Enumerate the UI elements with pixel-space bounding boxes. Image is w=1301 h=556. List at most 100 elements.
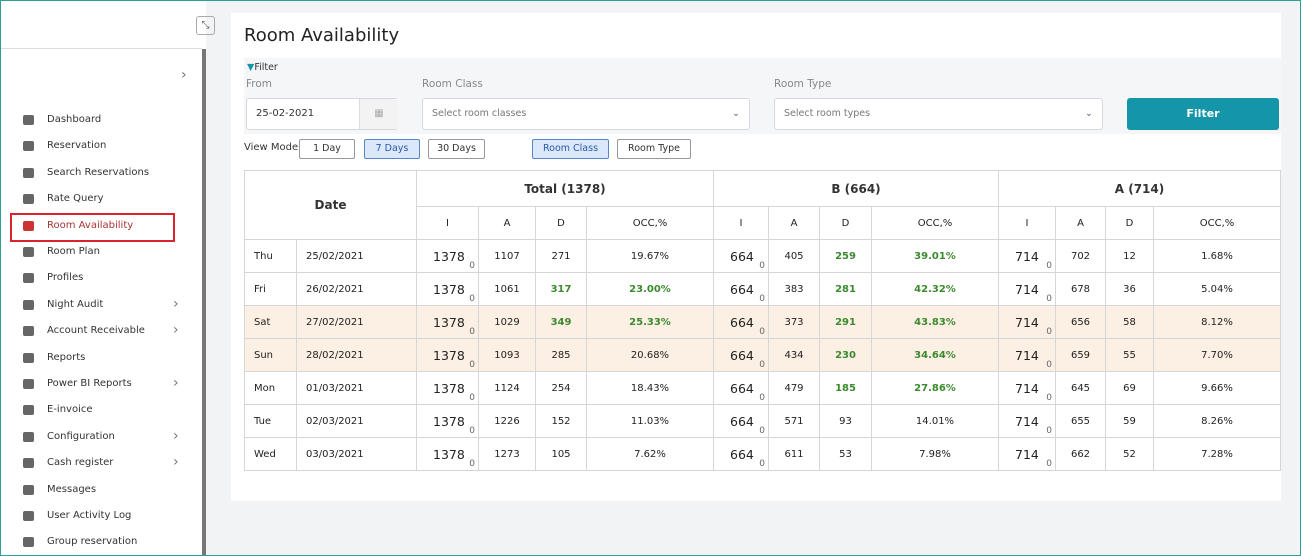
inventory-cell: 714 0 (998, 338, 1056, 372)
occupancy-cell: 19.67% (586, 239, 714, 273)
inventory-sub: 0 (1046, 294, 1052, 304)
occupied-cell: 58 (1105, 305, 1154, 339)
inventory-cell: 664 0 (713, 437, 769, 471)
menu-label: Night Audit (47, 298, 104, 310)
day-cell: Wed (244, 437, 297, 471)
filter-button[interactable]: Filter (1127, 98, 1279, 130)
menu-item[interactable]: Cash register › (23, 453, 183, 473)
room-class-select[interactable]: Select room classes ⌄ (422, 98, 750, 130)
occupancy-cell: 25.33% (586, 305, 714, 339)
menu-item[interactable]: Messages (23, 480, 183, 500)
inventory-value: 664 (730, 315, 754, 330)
available-cell: 645 (1055, 371, 1106, 405)
menu-item[interactable]: User Activity Log (23, 506, 183, 526)
menu-item[interactable]: E-invoice (23, 400, 183, 420)
view-mode-button[interactable]: 30 Days (428, 139, 485, 159)
column-header: I (713, 206, 769, 240)
room-type-select[interactable]: Select room types ⌄ (774, 98, 1103, 130)
group-header: A (714) (998, 170, 1281, 207)
inventory-cell: 664 0 (713, 338, 769, 372)
inventory-cell: 664 0 (713, 371, 769, 405)
expand-chevron[interactable]: › (181, 67, 187, 83)
view-mode-button[interactable]: 1 Day (299, 139, 355, 159)
menu-label: User Activity Log (47, 510, 132, 521)
menu-item[interactable]: Reservation (23, 136, 183, 156)
menu-icon (23, 299, 34, 310)
collapse-button[interactable]: ⤡ (196, 16, 215, 35)
inventory-sub: 0 (1046, 261, 1052, 271)
view-mode-button[interactable]: 7 Days (364, 139, 420, 159)
occupied-cell: 36 (1105, 272, 1154, 306)
menu-item[interactable]: Profiles (23, 268, 183, 288)
date-input[interactable]: 25-02-2021 ▦ (246, 98, 398, 130)
menu-item[interactable]: Dashboard (23, 110, 183, 130)
inventory-value: 714 (1015, 348, 1039, 363)
available-cell: 1226 (478, 404, 536, 438)
inventory-value: 664 (730, 249, 754, 264)
occupancy-cell: 34.64% (871, 338, 999, 372)
available-cell: 383 (768, 272, 820, 306)
group-header: Total (1378) (416, 170, 714, 207)
available-cell: 659 (1055, 338, 1106, 372)
menu-icon (23, 273, 34, 284)
menu-item[interactable]: Room Plan (23, 242, 183, 262)
menu-item[interactable]: Rate Query (23, 189, 183, 209)
inventory-cell: 714 0 (998, 272, 1056, 306)
column-header: A (1055, 206, 1106, 240)
inventory-sub: 0 (1046, 360, 1052, 370)
menu-icon (23, 141, 34, 152)
occupied-cell: 259 (819, 239, 872, 273)
inventory-sub: 0 (469, 360, 475, 370)
day-cell: Mon (244, 371, 297, 405)
occupancy-cell: 8.26% (1153, 404, 1281, 438)
menu-item[interactable]: Configuration › (23, 427, 183, 447)
scrollbar[interactable] (202, 49, 206, 555)
menu-label: Power BI Reports (47, 378, 132, 389)
menu-item[interactable]: Room Availability (23, 216, 183, 236)
filter-box: ▼Filter From Room Class Room Type (244, 58, 1281, 134)
inventory-sub: 0 (469, 426, 475, 436)
content-panel: Room Availability ▼Filter From Room Clas… (231, 13, 1281, 501)
inventory-cell: 714 0 (998, 305, 1056, 339)
highlight-box (10, 213, 175, 242)
submenu-chevron: › (173, 427, 179, 444)
inventory-sub: 0 (759, 393, 765, 403)
submenu-chevron: › (173, 375, 179, 391)
table-row: Tue 02/03/2021 1378 0 1226 152 11.03% 664 0 571 93… (244, 404, 1281, 438)
grouping-button[interactable]: Room Class (532, 139, 609, 159)
inventory-sub: 0 (759, 360, 765, 370)
menu-icon (23, 537, 34, 548)
menu-item[interactable]: Account Receivable › (23, 321, 183, 341)
menu-item[interactable]: Search Reservations (23, 163, 183, 183)
menu-label: Messages (47, 483, 97, 495)
table-row: Sat 27/02/2021 1378 0 1029 349 25.33% 664 0 373 29… (244, 305, 1281, 339)
inventory-sub: 0 (1046, 327, 1052, 337)
day-cell: Sat (244, 305, 297, 339)
occupied-cell: 230 (819, 338, 872, 372)
grouping-button[interactable]: Room Type (617, 139, 691, 159)
occupied-cell: 317 (535, 272, 587, 306)
menu-item[interactable]: Night Audit › (23, 295, 183, 315)
menu-item[interactable]: Power BI Reports › (23, 374, 183, 394)
day-cell: Fri (244, 272, 297, 306)
occupancy-cell: 20.68% (586, 338, 714, 372)
table-row: Fri 26/02/2021 1378 0 1061 317 23.00% 664 0 383 28… (244, 272, 1281, 306)
menu-label: Dashboard (47, 114, 102, 125)
available-cell: 434 (768, 338, 820, 372)
available-cell: 1029 (478, 305, 536, 339)
occupied-cell: 105 (535, 437, 587, 471)
inventory-value: 1378 (433, 414, 465, 429)
occupied-cell: 281 (819, 272, 872, 306)
inventory-cell: 1378 0 (416, 338, 479, 372)
menu-icon (23, 379, 34, 389)
menu-item[interactable]: Reports (23, 348, 183, 368)
menu-item[interactable]: Group reservation (23, 532, 183, 552)
available-cell: 405 (768, 239, 820, 273)
date-cell: 01/03/2021 (296, 371, 417, 405)
occupancy-cell: 5.04% (1153, 272, 1281, 306)
occupancy-cell: 7.62% (586, 437, 714, 471)
inventory-sub: 0 (1046, 393, 1052, 403)
inventory-value: 714 (1015, 414, 1039, 429)
inventory-value: 664 (730, 348, 754, 363)
occupied-cell: 271 (535, 239, 587, 273)
